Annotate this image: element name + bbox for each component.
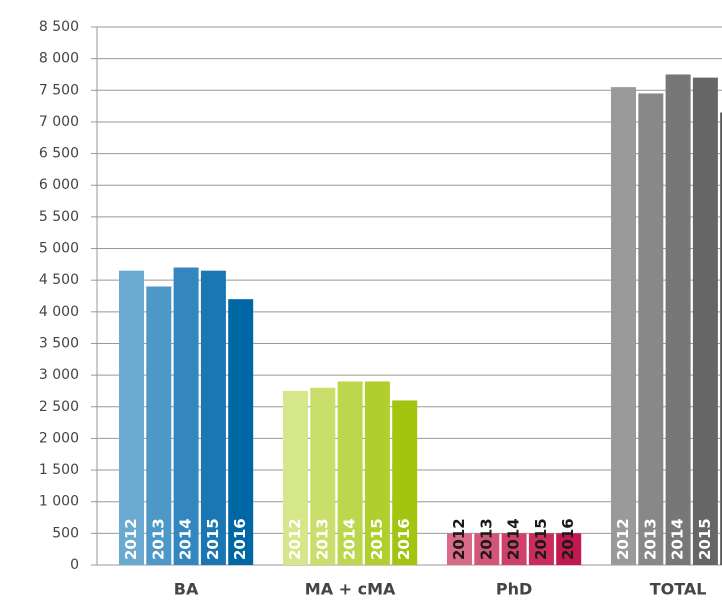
bar-year-label: 2013 (477, 518, 495, 560)
y-tick-label: 2 500 (39, 399, 79, 415)
bar (119, 270, 144, 565)
y-tick-label: 6 500 (39, 146, 79, 162)
x-tick-label: BA (174, 580, 199, 599)
bar (228, 299, 254, 565)
bar-year-label: 2015 (204, 518, 222, 560)
y-tick-label: 5 000 (39, 241, 79, 257)
x-tick-label: TOTAL (650, 580, 707, 599)
bar-year-label: 2014 (505, 518, 523, 560)
x-tick-label: MA + cMA (305, 580, 396, 599)
bar (720, 112, 722, 566)
y-tick-label: 4 500 (39, 272, 79, 288)
y-tick-label: 1 500 (39, 462, 79, 478)
bar (474, 533, 500, 565)
bar-year-label: 2016 (395, 518, 413, 560)
y-tick-label: 6 000 (39, 177, 79, 193)
bar (310, 387, 336, 565)
bar (173, 267, 199, 565)
bar-year-label: 2015 (368, 518, 386, 560)
bar (200, 270, 226, 565)
bar (447, 533, 472, 565)
y-tick-label: 8 000 (39, 51, 79, 67)
bar-year-label: 2012 (122, 518, 140, 560)
bar (638, 93, 664, 565)
y-tick-label: 4 000 (39, 304, 79, 320)
y-tick-label: 3 000 (39, 367, 79, 383)
y-tick-label: 2 000 (39, 430, 79, 446)
y-tick-label: 3 500 (39, 335, 79, 351)
bar-year-label: 2014 (177, 518, 195, 560)
y-tick-label: 1 000 (39, 494, 79, 510)
y-tick-label: 7 000 (39, 114, 79, 130)
bar-year-label: 2014 (341, 518, 359, 560)
bar-year-label: 2015 (696, 518, 714, 560)
bar-year-label: 2015 (532, 518, 550, 560)
bar-year-label: 2012 (614, 518, 632, 560)
y-tick-label: 5 500 (39, 209, 79, 225)
bar (337, 381, 363, 565)
bar-year-label: 2016 (559, 518, 577, 560)
bar (146, 286, 172, 565)
y-tick-label: 8 500 (39, 19, 79, 35)
bar (364, 381, 390, 565)
bar-year-label: 2014 (669, 518, 687, 560)
bar-year-label: 2016 (231, 518, 249, 560)
y-tick-label: 7 500 (39, 82, 79, 98)
bar (283, 390, 308, 565)
bar (611, 87, 636, 566)
bar-year-label: 2013 (313, 518, 331, 560)
bar (392, 400, 418, 565)
bar (692, 77, 718, 566)
bar (556, 533, 582, 565)
x-tick-label: PhD (496, 580, 532, 599)
y-tick-label: 500 (52, 525, 79, 541)
bar (528, 533, 554, 565)
bar (665, 74, 691, 566)
bar-year-label: 2012 (286, 518, 304, 560)
bar-year-label: 2013 (149, 518, 167, 560)
y-tick-label: 0 (70, 557, 79, 573)
bar-year-label: 2013 (641, 518, 659, 560)
bar-year-label: 2012 (450, 518, 468, 560)
bar (501, 533, 527, 565)
